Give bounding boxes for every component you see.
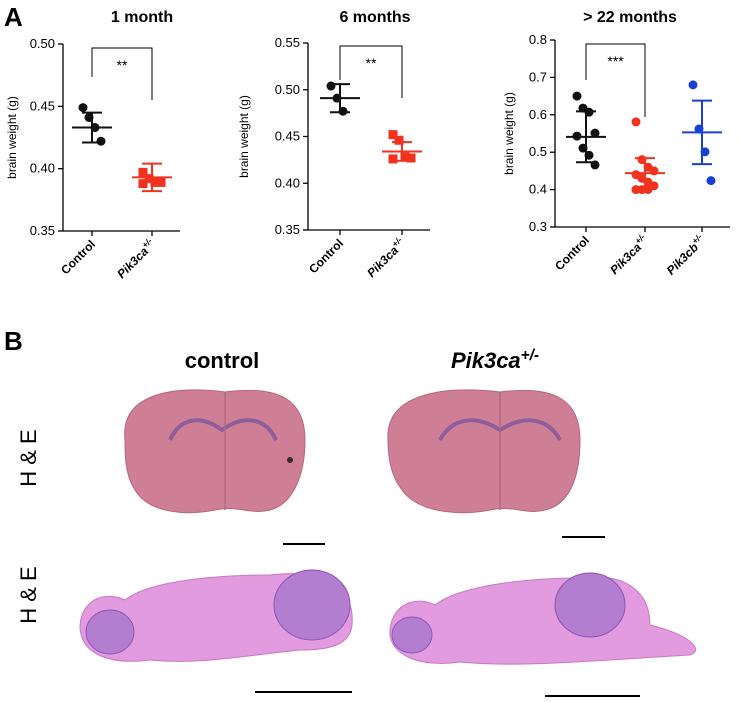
data-point xyxy=(631,117,641,127)
data-point xyxy=(96,136,106,146)
sagittal-section xyxy=(389,572,697,665)
label-text: control xyxy=(185,348,260,373)
y-axis-label: brain weight (g) xyxy=(237,95,251,178)
data-point xyxy=(706,176,716,186)
y-axis-label: brain weight (g) xyxy=(5,96,19,179)
y-tick-label: 0.35 xyxy=(30,223,55,238)
data-point xyxy=(138,167,148,177)
label-text: Control xyxy=(552,233,592,273)
y-tick-label: 0.4 xyxy=(529,182,547,197)
y-tick-label: 0.35 xyxy=(275,222,300,237)
x-tick-label: Control xyxy=(58,237,98,277)
error-bar xyxy=(692,99,712,166)
data-point xyxy=(388,130,398,140)
data-point xyxy=(138,179,148,189)
x-tick-label: Control xyxy=(306,236,346,276)
error-bar xyxy=(392,141,412,162)
y-tick-label: 0.40 xyxy=(275,175,300,190)
y-tick-label: 0.50 xyxy=(275,82,300,97)
y-tick-label: 0.5 xyxy=(529,144,547,159)
y-tick-label: 0.3 xyxy=(529,219,547,234)
y-tick-label: 0.45 xyxy=(275,129,300,144)
significance-bracket xyxy=(585,43,646,117)
data-point xyxy=(78,103,88,113)
y-tick-label: 0.6 xyxy=(529,107,547,122)
significance-bracket xyxy=(339,45,403,98)
significance-label: *** xyxy=(607,53,624,69)
data-point xyxy=(156,177,166,187)
y-tick-label: 0.55 xyxy=(275,35,300,50)
label-superscript: +/- xyxy=(521,347,539,364)
error-bar xyxy=(82,111,102,144)
error-bar xyxy=(635,157,655,190)
y-tick-label: 0.40 xyxy=(30,161,55,176)
scale-bars xyxy=(255,536,640,697)
coronal-section xyxy=(387,389,581,514)
panel-label: A xyxy=(4,2,23,32)
data-point xyxy=(150,177,160,187)
significance-bracket xyxy=(91,47,153,100)
sagittal-section xyxy=(79,569,353,662)
x-tick-label: Pik3ca+/- xyxy=(113,236,158,281)
y-axis-label: brain weight (g) xyxy=(502,92,516,175)
data-point xyxy=(326,81,336,91)
data-point xyxy=(590,128,600,138)
label-text: Control xyxy=(58,237,98,277)
row-label: H & E xyxy=(16,429,41,486)
y-tick-label: 0.45 xyxy=(30,98,55,113)
y-tick-label: 0.7 xyxy=(529,69,547,84)
significance-label: ** xyxy=(366,55,377,71)
x-tick-label: Pik3ca+/- xyxy=(363,235,408,280)
error-bar xyxy=(142,162,162,193)
column-header: Pik3ca+/- xyxy=(451,347,539,374)
column-header: control xyxy=(185,348,260,373)
data-point xyxy=(688,80,698,90)
data-point xyxy=(144,174,154,184)
chart-title: 1 month xyxy=(111,9,173,26)
significance-label: ** xyxy=(117,57,128,73)
y-tick-label: 0.8 xyxy=(529,32,547,47)
x-tick-label: Pik3cb+/- xyxy=(662,232,708,278)
x-tick-label: Pik3ca+/- xyxy=(606,232,651,277)
y-tick-label: 0.50 xyxy=(30,36,55,51)
data-point xyxy=(388,154,398,164)
label-text: Pik3ca xyxy=(451,348,521,373)
label-text: Control xyxy=(306,236,346,276)
error-bar xyxy=(576,110,596,164)
chart-title: > 22 months xyxy=(583,9,677,26)
x-tick-label: Control xyxy=(552,233,592,273)
error-bar xyxy=(330,83,350,114)
data-point xyxy=(400,152,410,162)
chart-title: 6 months xyxy=(339,9,410,26)
data-point xyxy=(406,153,416,163)
row-label: H & E xyxy=(16,566,41,623)
data-point xyxy=(572,91,582,101)
panel-label: B xyxy=(4,326,23,356)
data-point xyxy=(394,135,404,145)
coronal-section xyxy=(124,389,306,514)
